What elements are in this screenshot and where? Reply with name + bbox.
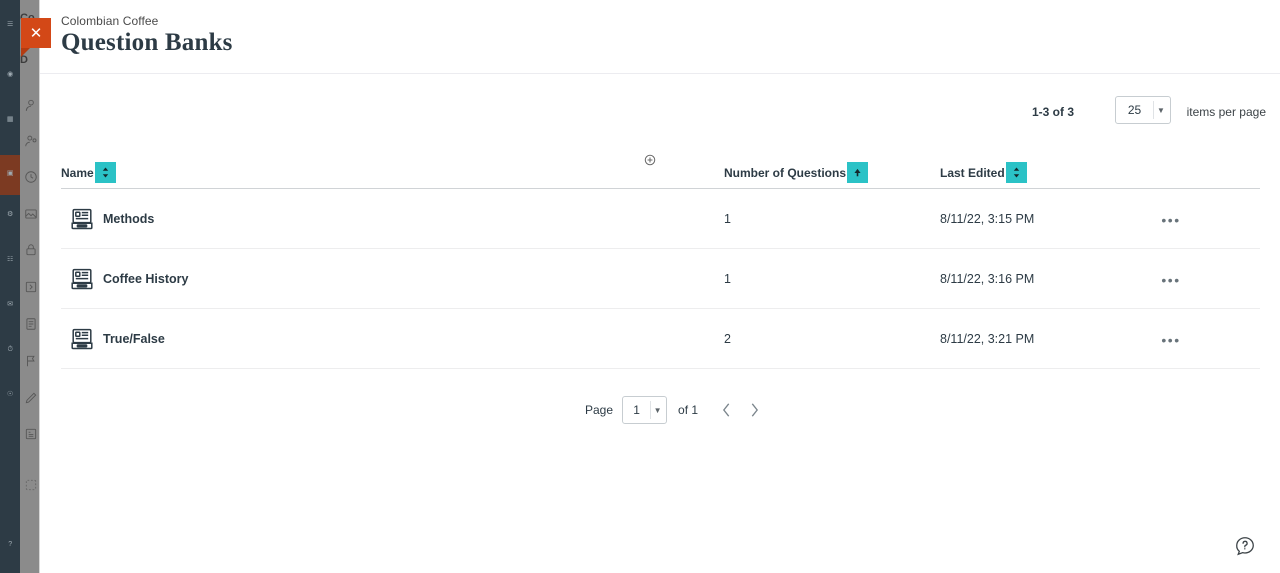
items-per-page-value: 25 [1127,103,1142,117]
global-nav-item-groups[interactable]: ⚙ [7,211,13,218]
page-label: Page [585,403,614,417]
page-total-label: of 1 [678,403,699,417]
column-header-number-of-questions-label: Number of Questions [724,165,847,180]
column-header-last-edited-label: Last Edited [940,165,1005,180]
column-header-name-label: Name [61,165,94,180]
question-bank-icon [70,327,94,351]
chevron-left-icon[interactable] [712,397,740,423]
row-count: 2 [724,332,731,346]
row-name[interactable]: True/False [103,332,165,346]
sort-updown-icon[interactable] [94,162,116,183]
course-nav-item-announcements[interactable]: D [20,54,28,66]
global-nav-item-dashboard2[interactable]: ▦ [6,116,14,123]
close-panel-button[interactable]: ✕ [21,18,51,57]
row-count: 1 [724,212,731,226]
row-name[interactable]: Coffee History [103,272,189,286]
items-per-page-select[interactable]: 25 ▼ [1115,96,1171,124]
top-pagination-bar: 1-3 of 3 25 ▼ items per page [40,74,1280,134]
sort-up-icon[interactable] [847,162,869,183]
person-icon[interactable] [24,98,38,112]
row-last-edited: 8/11/22, 3:16 PM [940,272,1035,286]
page-select-value: 1 [633,403,640,417]
table-row[interactable]: True/False 2 8/11/22, 3:21 PM ••• [61,309,1260,369]
table-header-row: Name Number of Questions Last Edited [61,154,1260,189]
page-select[interactable]: 1 ▼ [622,396,668,424]
page-title: Question Banks [61,29,233,56]
chevron-down-icon: ▼ [653,405,662,415]
row-more-options-icon[interactable]: ••• [1161,271,1181,288]
column-header-number-of-questions: Number of Questions [724,162,869,183]
global-nav-item-history[interactable]: ⏱ [7,346,13,353]
column-resize-icon[interactable] [639,149,661,171]
global-nav-item-courses[interactable]: ▣ [0,155,20,195]
help-question-icon[interactable] [1234,535,1256,557]
table-row[interactable]: Coffee History 1 8/11/22, 3:16 PM ••• [61,249,1260,309]
row-count: 1 [724,272,731,286]
global-nav-item-dashboard[interactable]: ☰ [7,21,13,28]
page-header: Colombian Coffee Question Banks [40,0,1280,74]
global-nav-item-commons[interactable]: ☉ [7,391,13,398]
main-content: Colombian Coffee Question Banks 1-3 of 3… [40,0,1280,573]
global-navigation[interactable]: ☰ ◉ ▦ ▣ ⚙ ☷ ✉ ⏱ ☉ ? [0,0,20,573]
bottom-pagination: Page 1 ▼ of 1 [585,396,768,424]
lock-icon[interactable] [24,243,38,257]
select-divider [650,401,652,419]
close-icon: ✕ [29,24,43,42]
row-last-edited: 8/11/22, 3:21 PM [940,332,1035,346]
global-nav-item-help[interactable]: ? [8,541,12,548]
flag-tail [21,48,30,57]
image-icon[interactable] [24,207,38,221]
row-more-options-icon[interactable]: ••• [1161,211,1181,228]
course-navigation-contents: Co D [20,0,39,573]
select-divider [1153,101,1154,119]
sort-updown-icon[interactable] [1005,162,1027,183]
column-header-name: Name [61,162,116,183]
global-nav-item-inbox[interactable]: ✉ [7,301,13,308]
item-range-text: 1-3 of 3 [1031,105,1074,119]
question-bank-icon [70,267,94,291]
archive-icon[interactable] [24,427,38,441]
breadcrumb[interactable]: Colombian Coffee [61,14,159,28]
chevron-right-icon[interactable] [740,397,768,423]
items-per-page-label: items per page [1186,105,1266,119]
document-icon[interactable] [24,317,38,331]
placeholder-icon [24,478,38,492]
global-nav-item-calendar[interactable]: ☷ [7,256,13,263]
row-more-options-icon[interactable]: ••• [1161,331,1181,348]
question-banks-table: Name Number of Questions Last Edited [61,154,1260,369]
flag-icon[interactable] [24,354,38,368]
arrow-box-icon[interactable] [24,280,38,294]
row-name[interactable]: Methods [103,212,155,226]
clock-icon[interactable] [24,170,38,184]
pencil-icon[interactable] [24,391,38,405]
panel-divider [39,0,40,573]
row-last-edited: 8/11/22, 3:15 PM [940,212,1035,226]
people-icon[interactable] [24,134,38,148]
chevron-down-icon: ▼ [1157,105,1165,115]
global-nav-item-account[interactable]: ◉ [7,71,13,78]
question-bank-icon [70,207,94,231]
table-row[interactable]: Methods 1 8/11/22, 3:15 PM ••• [61,189,1260,249]
column-header-last-edited: Last Edited [940,162,1027,183]
